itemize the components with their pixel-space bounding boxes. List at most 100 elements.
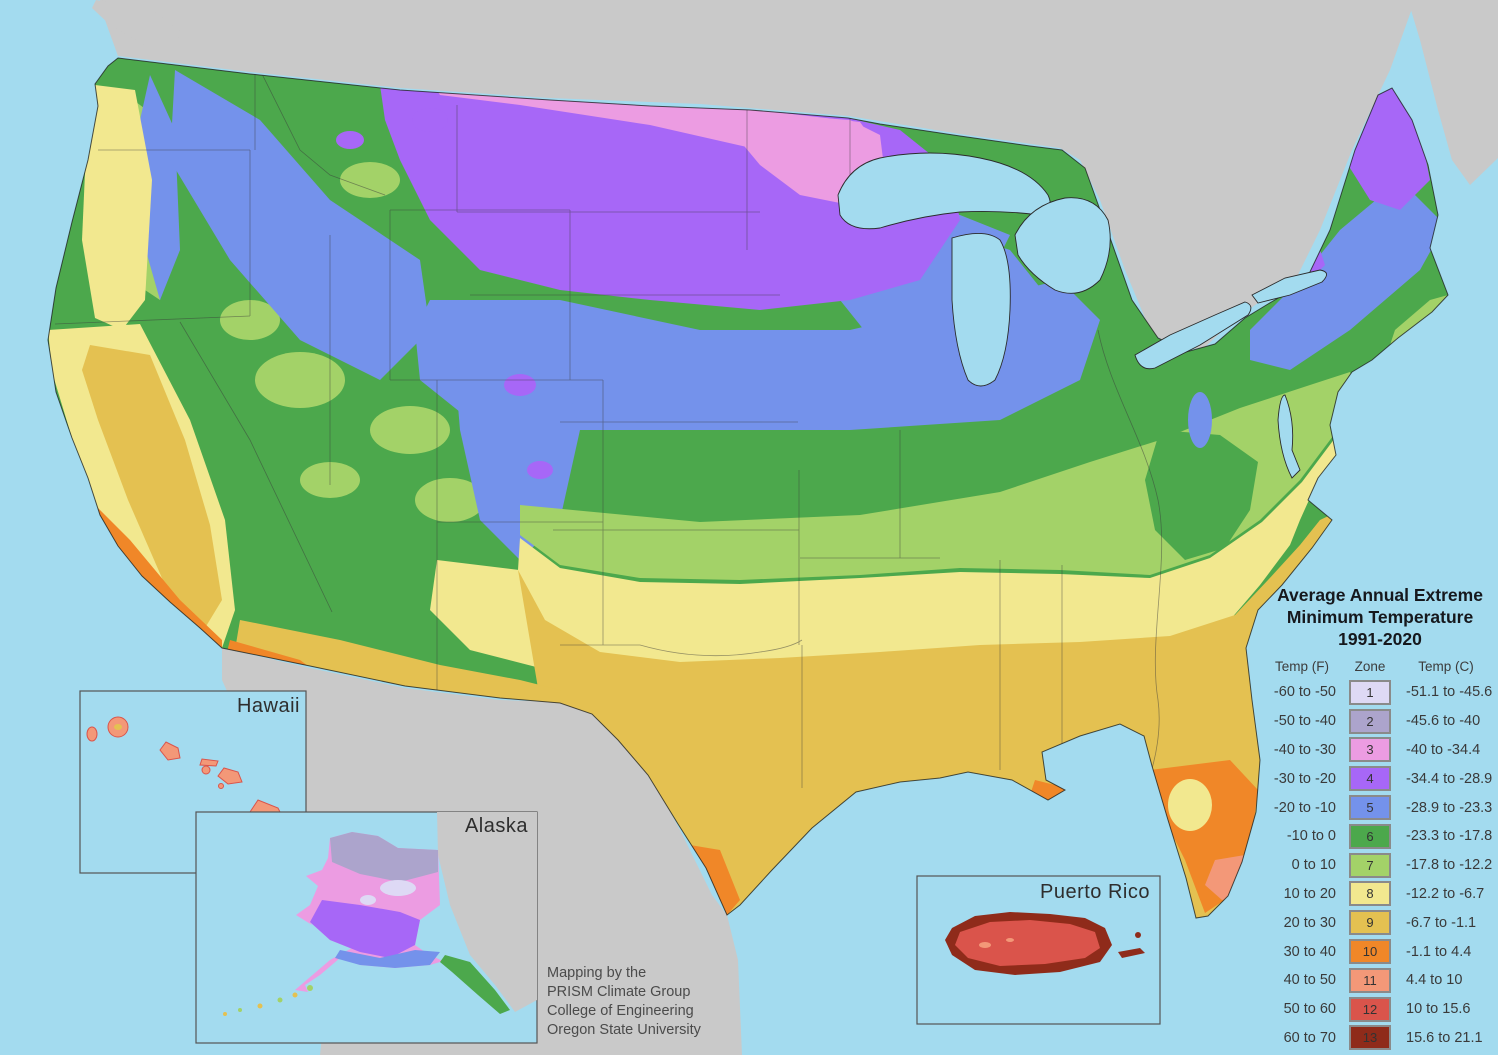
map-attribution: Mapping by the PRISM Climate Group Colle… — [547, 964, 701, 1040]
lake-ontario — [1251, 269, 1327, 304]
puerto-rico-culebra — [1135, 932, 1141, 938]
legend-temp-c: -28.9 to -23.3 — [1406, 799, 1493, 816]
legend-zone-swatch: 1 — [1349, 679, 1391, 705]
zone5-northeast — [1250, 180, 1445, 370]
zone9-arizona-south — [235, 620, 590, 712]
legend-temp-f: -60 to -50 — [1273, 684, 1336, 701]
zone5-idaho-montana — [170, 70, 430, 380]
legend-row-zone-13: 60 to 70 13 15.6 to 21.1 — [1262, 1024, 1498, 1053]
legend-zone-swatch: 8 — [1349, 881, 1391, 907]
legend-zone-swatch: 13 — [1349, 1025, 1391, 1051]
lake-michigan — [951, 233, 1011, 387]
zone5-colorado-rockies — [455, 330, 580, 560]
legend-temp-c: 10 to 15.6 — [1406, 1001, 1471, 1018]
zone10-socal-coast — [85, 505, 222, 650]
legend-temp-f: 40 to 50 — [1283, 972, 1336, 989]
puerto-rico-inset-label: Puerto Rico — [1040, 881, 1150, 903]
legend-col-temp-f: Temp (F) — [1275, 659, 1329, 674]
canada-landmass — [100, 0, 1415, 352]
puerto-rico-island-inner — [955, 920, 1100, 966]
legend-zone-swatch: 11 — [1349, 967, 1391, 993]
legend-row-zone-12: 50 to 60 12 10 to 15.6 — [1262, 995, 1498, 1024]
legend-temp-c: -12.2 to -6.7 — [1406, 885, 1485, 902]
legend-temp-c: 15.6 to 21.1 — [1406, 1029, 1483, 1046]
hawaii-inset-label: Hawaii — [236, 695, 300, 717]
zone9-central-valley — [82, 345, 222, 628]
zone5-cascades — [140, 75, 180, 300]
zone7-arizona-patch — [415, 478, 485, 522]
legend-row-zone-11: 40 to 50 11 4.4 to 10 — [1262, 966, 1498, 995]
legend-temp-f: 60 to 70 — [1283, 1029, 1336, 1046]
alaska-north-gray — [330, 832, 438, 882]
hawaii-kauai-center — [114, 724, 122, 730]
hawaii-maui — [217, 767, 243, 785]
legend-temp-c: -40 to -34.4 — [1406, 741, 1481, 758]
legend-row-zone-7: 0 to 10 7 -17.8 to -12.2 — [1262, 851, 1498, 880]
legend-row-zone-8: 10 to 20 8 -12.2 to -6.7 — [1262, 880, 1498, 909]
hawaii-niihau — [86, 726, 98, 742]
attribution-line: PRISM Climate Group — [547, 984, 691, 1000]
legend-zone-swatch: 10 — [1349, 939, 1391, 965]
hawaii-molokai — [199, 758, 219, 767]
alaska-canada-land — [437, 812, 537, 1012]
alaska-panhandle-green — [440, 955, 510, 1014]
alaska-aleutians — [223, 985, 313, 1016]
legend-title: Average Annual Extreme Minimum Temperatu… — [1262, 584, 1498, 650]
attribution-line: Mapping by the — [547, 965, 647, 981]
inset-puerto-rico — [916, 875, 1161, 1025]
legend-row-zone-3: -40 to -30 3 -40 to -34.4 — [1262, 736, 1498, 765]
legend-temp-f: -10 to 0 — [1286, 828, 1336, 845]
zone6-appalachian-lobe — [1145, 430, 1258, 560]
legend: Average Annual Extreme Minimum Temperatu… — [1262, 584, 1498, 1052]
legend-temp-c: -45.6 to -40 — [1406, 713, 1481, 730]
legend-row-zone-5: -20 to -10 5 -28.9 to -23.3 — [1262, 793, 1498, 822]
legend-zone-swatch: 7 — [1349, 852, 1391, 878]
vancouver-island — [92, 0, 185, 48]
canada-maritime-landmass — [1408, 0, 1498, 185]
hawaii-lanai — [201, 765, 211, 775]
legend-title-line2: Minimum Temperature — [1286, 607, 1474, 627]
attribution-line: Oregon State University — [547, 1022, 701, 1038]
zone7-nevada-patch — [220, 300, 280, 340]
alaska-inset-label: Alaska — [464, 815, 528, 837]
zone4-rockies-spot — [527, 461, 553, 479]
legend-temp-f: 10 to 20 — [1283, 885, 1336, 902]
inset-alaska — [195, 811, 538, 1044]
legend-zone-swatch: 6 — [1349, 823, 1391, 849]
alaska-zone1-patch — [380, 880, 416, 896]
legend-temp-c: 4.4 to 10 — [1406, 972, 1463, 989]
legend-temp-f: -50 to -40 — [1273, 713, 1336, 730]
zone7-utah-patch — [370, 406, 450, 454]
legend-temp-f: 50 to 60 — [1283, 1001, 1336, 1018]
legend-title-line3: 1991-2020 — [1338, 629, 1422, 649]
legend-temp-f: 20 to 30 — [1283, 914, 1336, 931]
attribution-line: College of Engineering — [547, 1003, 694, 1019]
great-lakes — [837, 152, 1327, 479]
legend-temp-f: 0 to 10 — [1291, 857, 1336, 874]
zone4-rockies-spot — [446, 190, 474, 210]
legend-zone-swatch: 3 — [1349, 737, 1391, 763]
legend-row-zone-10: 30 to 40 10 -1.1 to 4.4 — [1262, 937, 1498, 966]
legend-temp-c: -23.3 to -17.8 — [1406, 828, 1493, 845]
legend-temp-c: -51.1 to -45.6 — [1406, 684, 1493, 701]
zone7-idaho-patch — [340, 162, 400, 198]
legend-temp-c: -34.4 to -28.9 — [1406, 770, 1493, 787]
legend-temp-f: 30 to 40 — [1283, 943, 1336, 960]
legend-zone-swatch: 4 — [1349, 766, 1391, 792]
zone5-appalachian-spot — [1188, 392, 1212, 448]
legend-col-temp-c: Temp (C) — [1418, 659, 1474, 674]
hawaii-oahu — [159, 741, 181, 761]
legend-zone-swatch: 9 — [1349, 910, 1391, 936]
legend-title-line1: Average Annual Extreme — [1277, 585, 1483, 605]
lake-huron — [1014, 197, 1111, 294]
legend-zone-swatch: 5 — [1349, 795, 1391, 821]
us-coastline — [47, 57, 1449, 919]
alaska-south-purple — [310, 900, 420, 958]
legend-zone-swatch: 12 — [1349, 996, 1391, 1022]
zone4-rockies-spot — [336, 131, 364, 149]
legend-zone-swatch: 2 — [1349, 708, 1391, 734]
legend-temp-c: -17.8 to -12.2 — [1406, 857, 1493, 874]
zone8-band — [518, 405, 1362, 665]
